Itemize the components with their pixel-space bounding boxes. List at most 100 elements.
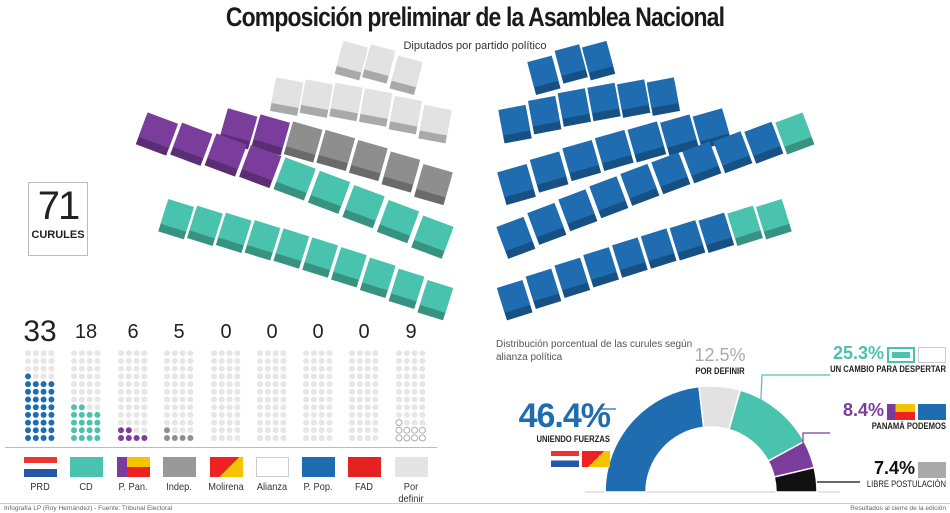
seat-dot-empty [125, 365, 132, 372]
seat-dot-empty [303, 396, 309, 403]
seat-dot-empty [171, 411, 178, 418]
seat-dot-empty [411, 358, 418, 364]
seat-dot-empty [141, 427, 148, 434]
seat-dot-empty [187, 411, 194, 418]
party-column-1: 18 CD [63, 318, 109, 493]
seat-dot-empty [372, 381, 379, 388]
seat-dot-filled [40, 411, 47, 418]
seat-dot-empty [272, 388, 279, 395]
seat-dot-empty [218, 381, 225, 388]
seat-dot-empty [211, 427, 217, 434]
seat-dot-empty [364, 358, 371, 364]
right-seat [527, 202, 567, 245]
seat-dot-empty [419, 373, 426, 380]
seat-count: 33 [23, 315, 57, 348]
alianza-logo-icon [255, 457, 289, 477]
seat-dot-empty [419, 396, 426, 403]
seat-dot-empty [411, 396, 418, 403]
seat-dot-empty [326, 427, 333, 434]
seat-dot-empty [372, 365, 379, 372]
right-seat [498, 104, 532, 144]
seat-dot-empty [86, 358, 93, 364]
seat-dot-empty [318, 365, 325, 372]
seat-dot-empty [133, 358, 140, 364]
seat-dot-empty [272, 381, 279, 388]
seat-dot-empty [94, 404, 101, 411]
seat-dot-empty [226, 419, 233, 426]
seat-dot-empty [211, 411, 217, 418]
left-seat [358, 88, 393, 127]
seat-dot-empty [280, 358, 287, 364]
seat-dot-empty [32, 350, 39, 357]
seat-dot-empty [86, 396, 93, 403]
seat-dot-empty [171, 358, 178, 364]
seat-dot-filled [94, 427, 101, 434]
dot-grid [211, 350, 241, 441]
seat-dot-filled [32, 404, 39, 411]
seat-dot-empty [280, 381, 287, 388]
party-column-0: 33 PRD [17, 315, 63, 494]
seat-dot-empty [226, 381, 233, 388]
seat-dot-filled [86, 411, 93, 418]
left-seat [329, 82, 363, 122]
seat-dot-empty [318, 404, 325, 411]
right-seat [583, 247, 619, 288]
seat-dot-empty [372, 435, 379, 441]
seat-dot-empty [164, 396, 170, 403]
seat-dot-empty [326, 435, 333, 441]
seat-dot-empty [303, 381, 309, 388]
seat-dot-empty [310, 365, 317, 372]
donut-slice-4 [773, 466, 818, 493]
seat-dot-empty [211, 435, 217, 441]
seat-dot-empty [141, 373, 148, 380]
seat-dot-filled [403, 426, 411, 434]
partido-popular-logo-icon [301, 457, 335, 477]
seat-dot-filled [25, 396, 31, 403]
seat-dot-empty [257, 381, 263, 388]
seat-dot-empty [187, 388, 194, 395]
seat-dot-empty [411, 411, 418, 418]
left-seat [170, 122, 213, 166]
seat-dot-filled [40, 427, 47, 434]
right-seat [744, 121, 784, 164]
seat-dot-empty [257, 358, 263, 364]
seat-dot-empty [226, 350, 233, 357]
right-seat [527, 95, 562, 135]
seat-dot-empty [218, 396, 225, 403]
seat-dot-empty [187, 427, 194, 434]
seat-dot-filled [48, 411, 55, 418]
right-seat [558, 189, 598, 232]
right-seat [529, 151, 569, 193]
prd-logo-icon [551, 450, 579, 467]
seat-dot-empty [257, 350, 263, 357]
seat-dot-empty [164, 388, 170, 395]
seat-dot-empty [141, 381, 148, 388]
seat-dot-empty [118, 388, 124, 395]
seat-dot-empty [310, 358, 317, 364]
seat-dot-empty [326, 411, 333, 418]
seat-dot-empty [318, 373, 325, 380]
seat-dot-empty [310, 404, 317, 411]
party-column-3: 5 Indep. [156, 318, 202, 493]
seat-dot-empty [257, 411, 263, 418]
seat-dot-empty [264, 381, 271, 388]
seat-dot-empty [187, 365, 194, 372]
seat-dot-filled [418, 434, 426, 442]
right-seat [612, 237, 648, 278]
seat-dot-empty [78, 365, 85, 372]
seat-dot-empty [356, 435, 363, 441]
seat-dot-empty [403, 396, 410, 403]
fad-logo-icon [347, 457, 381, 477]
seat-dot-empty [326, 404, 333, 411]
seat-dot-filled [395, 434, 403, 442]
seat-dot-filled [32, 427, 39, 434]
molirena-logo-icon [582, 450, 610, 467]
left-seat [307, 170, 351, 214]
right-seat [527, 55, 561, 96]
seat-dot-empty [356, 404, 363, 411]
seat-dot-empty [326, 373, 333, 380]
dot-grid [303, 350, 333, 441]
left-seat [239, 144, 282, 189]
seat-dot-empty [310, 411, 317, 418]
left-seat [302, 237, 338, 278]
